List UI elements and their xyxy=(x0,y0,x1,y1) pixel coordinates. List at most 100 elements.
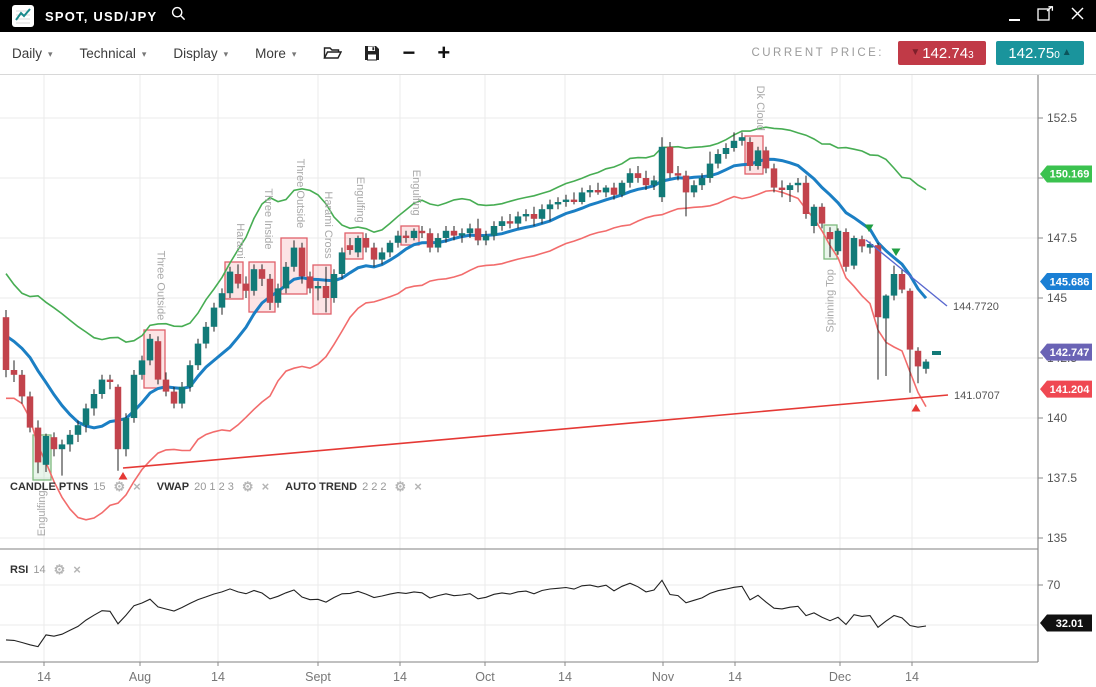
price-tick-label: 152.5 xyxy=(1047,111,1077,125)
gear-icon[interactable]: ⚙ xyxy=(53,562,66,577)
time-label: 14 xyxy=(728,670,742,684)
candle-body xyxy=(610,187,618,195)
pattern-label: Three Outside xyxy=(155,251,167,321)
indicator-params: 15 xyxy=(93,480,106,493)
candle-body xyxy=(506,221,514,224)
zoom-in-button[interactable]: + xyxy=(437,40,451,65)
candle-body xyxy=(114,386,122,450)
indicator-name: RSI xyxy=(10,563,29,576)
close-icon[interactable]: × xyxy=(73,562,81,577)
main-indicator-legend: CANDLE PTNS 15 ⚙ × VWAP 20 1 2 3 ⚙ × AUT… xyxy=(10,480,422,493)
close-icon[interactable]: × xyxy=(133,479,141,494)
candle-body xyxy=(394,235,402,243)
upper-band-line xyxy=(5,126,927,343)
candle-body xyxy=(498,221,506,226)
rsi-tick-label: 70 xyxy=(1047,578,1061,592)
menu-display[interactable]: Display ▾ xyxy=(173,45,229,61)
close-button[interactable] xyxy=(1071,7,1084,25)
candle-body xyxy=(354,238,362,253)
chart-area[interactable]: 141.0707 144.7720 Engulfing Three Outside Ha… xyxy=(0,75,1096,687)
candle-body xyxy=(874,245,882,318)
toolbar: Daily ▾ Technical ▾ Display ▾ More ▾ − + CUR… xyxy=(0,32,1096,75)
zoom-out-button[interactable]: − xyxy=(402,40,416,65)
candle-body xyxy=(866,244,874,248)
candle-body xyxy=(26,396,34,428)
app-logo-icon xyxy=(12,5,34,27)
candle-body xyxy=(322,286,330,298)
menu-more[interactable]: More ▾ xyxy=(255,45,297,61)
pattern-label: Spinning Top xyxy=(825,269,837,332)
candle-body xyxy=(914,350,922,367)
minimize-button[interactable] xyxy=(1009,19,1020,21)
candle-body xyxy=(266,278,274,303)
candle-body xyxy=(378,252,386,260)
time-label: 14 xyxy=(211,670,225,684)
indicator-name: VWAP xyxy=(156,480,190,493)
candle-body xyxy=(778,187,786,190)
ask-price-button[interactable]: 142.75 0 ▲ xyxy=(996,41,1084,65)
popout-window-button[interactable] xyxy=(1037,6,1054,26)
price-chart-svg: 141.0707 144.7720 Engulfing Three Outside Ha… xyxy=(0,75,1092,684)
candle-body xyxy=(730,140,738,148)
candle-body xyxy=(762,150,770,169)
candle-body xyxy=(794,182,802,186)
price-tick-label: 135 xyxy=(1047,531,1067,545)
gear-icon[interactable]: ⚙ xyxy=(394,479,407,494)
close-icon[interactable]: × xyxy=(414,479,422,494)
candle-body xyxy=(154,341,162,380)
candle-body xyxy=(434,238,442,248)
current-price-dash xyxy=(932,351,941,355)
pattern-label: Three Outside xyxy=(294,159,306,229)
trend-line-label: 141.0707 xyxy=(954,390,1000,402)
candle-body xyxy=(674,173,682,176)
open-folder-icon[interactable] xyxy=(323,45,343,61)
vwap-badge xyxy=(1040,273,1092,291)
candle-body xyxy=(130,374,138,418)
candle-body xyxy=(546,204,554,210)
menu-timeframe[interactable]: Daily ▾ xyxy=(12,45,53,61)
indicator-name: CANDLE PTNS xyxy=(10,480,89,493)
candle-body xyxy=(58,444,66,450)
candle-body xyxy=(634,173,642,178)
rsi-panel xyxy=(5,579,927,648)
candle-body xyxy=(890,274,898,296)
bid-price-button[interactable]: ▼ 142.74 3 xyxy=(898,41,986,65)
candle-body xyxy=(178,386,186,404)
last-price-badge-text: 142.747 xyxy=(1050,347,1090,359)
candle-body xyxy=(34,427,42,463)
main-panel xyxy=(2,126,930,521)
candle-body xyxy=(274,288,282,303)
candle-body xyxy=(18,374,26,397)
chevron-down-icon: ▾ xyxy=(141,48,147,59)
candle-body xyxy=(386,242,394,253)
candle-body xyxy=(650,180,658,186)
close-icon[interactable]: × xyxy=(261,479,270,494)
search-icon[interactable] xyxy=(171,6,186,26)
time-label: Nov xyxy=(652,670,675,684)
candle-body xyxy=(906,290,914,350)
candle-body xyxy=(418,230,426,234)
candle-body xyxy=(898,274,906,290)
candle-body xyxy=(290,247,298,267)
candle-body xyxy=(802,182,810,214)
lower-band-line xyxy=(6,189,927,521)
vwap-badge-text: 145.686 xyxy=(1050,276,1090,288)
save-icon[interactable] xyxy=(364,45,380,61)
time-label: 14 xyxy=(558,670,572,684)
signal-triangle-icon xyxy=(911,404,921,412)
candle-body xyxy=(186,365,194,387)
gear-icon[interactable]: ⚙ xyxy=(241,479,254,494)
price-tick-label: 147.5 xyxy=(1047,231,1077,245)
time-label: 14 xyxy=(393,670,407,684)
gear-icon[interactable]: ⚙ xyxy=(113,479,126,494)
candle-body xyxy=(146,338,154,361)
candle-body xyxy=(722,148,730,154)
candle-body xyxy=(82,408,90,426)
candle-body xyxy=(370,247,378,260)
candle-body xyxy=(754,150,762,166)
time-label: Sept xyxy=(305,670,331,684)
candle-body xyxy=(690,185,698,193)
pattern-label: Engulfing xyxy=(36,490,48,536)
rsi-indicator-legend: RSI 14 ⚙ × xyxy=(10,563,81,576)
menu-technical[interactable]: Technical ▾ xyxy=(79,45,147,61)
